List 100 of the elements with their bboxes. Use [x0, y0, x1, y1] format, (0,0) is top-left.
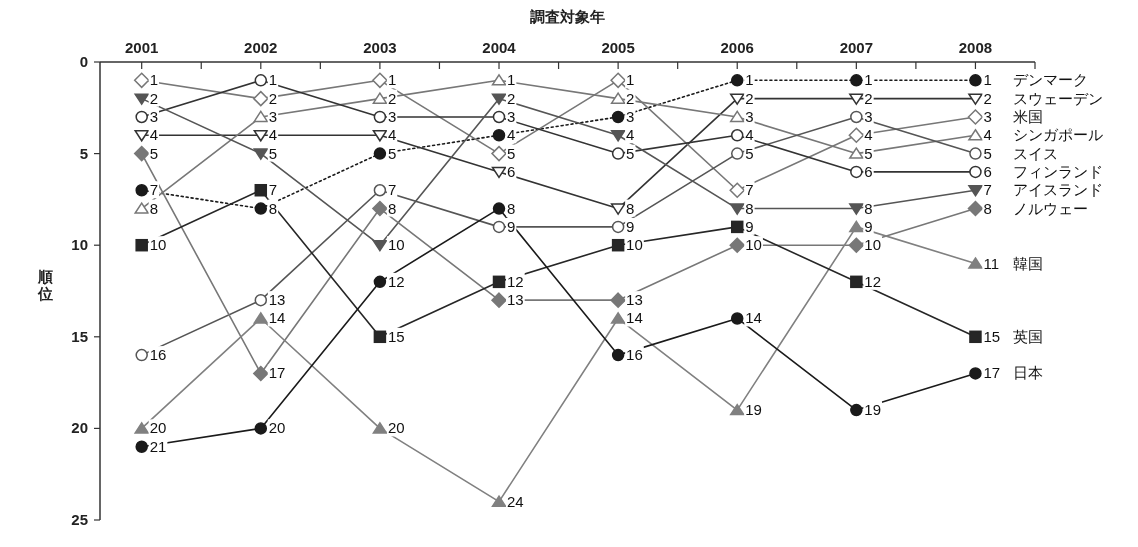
point	[253, 312, 269, 324]
data-label: 4	[507, 126, 516, 144]
point	[850, 74, 863, 87]
data-label: 4	[864, 126, 873, 144]
data-label: 5	[745, 144, 754, 162]
data-label: 6	[864, 162, 873, 180]
point	[492, 129, 506, 142]
data-label: 8	[149, 199, 159, 217]
point	[730, 74, 744, 87]
data-label: 2	[745, 89, 754, 107]
point	[491, 495, 507, 507]
data-label: 12	[387, 272, 405, 290]
y-tick-label: 0	[79, 53, 88, 70]
data-label: 19	[864, 401, 882, 419]
y-tick-label: 10	[71, 236, 88, 254]
point	[253, 110, 269, 123]
data-label: 6	[507, 162, 516, 180]
point	[492, 110, 506, 124]
data-label: 4	[149, 126, 159, 144]
point	[730, 147, 744, 160]
data-label: 13	[507, 291, 524, 309]
data-label: 9	[507, 217, 516, 235]
text: ノルウェー	[1013, 199, 1089, 217]
point	[610, 130, 626, 142]
data-label: 5	[149, 144, 159, 162]
point	[373, 275, 387, 289]
data-label: 8	[864, 199, 873, 217]
point	[610, 292, 626, 308]
point	[729, 182, 745, 198]
data-label: 5	[268, 144, 278, 162]
data-label: 10	[149, 236, 167, 254]
point	[848, 237, 865, 253]
x-tick-label: 2006	[720, 39, 754, 56]
data-label: 19	[745, 401, 762, 419]
data-label: 8	[745, 199, 754, 217]
point	[492, 202, 506, 215]
y-tick-label: 15	[71, 327, 88, 345]
data-label: 12	[864, 272, 882, 290]
point	[254, 422, 268, 435]
point	[135, 183, 148, 197]
point	[967, 200, 984, 217]
point	[253, 148, 269, 160]
point	[610, 203, 626, 215]
data-label: 20	[387, 419, 405, 437]
point	[730, 312, 744, 325]
data-label: 1	[745, 71, 754, 89]
point	[610, 72, 626, 89]
data-label: 2	[268, 89, 278, 107]
point	[372, 72, 388, 89]
data-label: 1	[387, 71, 397, 89]
point	[850, 275, 863, 289]
x-tick-label: 2003	[363, 39, 397, 56]
point	[372, 130, 388, 142]
point	[254, 202, 268, 215]
point	[729, 237, 745, 253]
data-label: 15	[983, 327, 1001, 345]
point	[849, 203, 864, 215]
point	[135, 348, 148, 362]
text: シンガポール	[1013, 126, 1104, 144]
data-label: 3	[387, 107, 397, 125]
point	[610, 92, 626, 104]
point	[491, 74, 507, 86]
data-label: 5	[507, 144, 516, 162]
data-label: 20	[149, 419, 167, 437]
data-label: 1	[268, 71, 278, 89]
text: フィンランド	[1013, 162, 1104, 180]
point	[491, 145, 507, 162]
text: スイス	[1013, 144, 1059, 162]
x-tick-label: 2002	[244, 39, 278, 56]
data-label: 5	[387, 144, 397, 162]
point	[134, 130, 149, 142]
point	[372, 422, 388, 434]
data-label: 5	[626, 144, 635, 162]
point	[253, 365, 269, 382]
y-axis-title: 順位	[36, 268, 53, 302]
point	[134, 202, 149, 214]
text: 韓国	[1013, 254, 1044, 272]
point	[968, 184, 983, 197]
point	[850, 110, 863, 124]
data-label: 16	[626, 346, 643, 364]
data-label: 4	[745, 126, 754, 144]
data-label: 10	[864, 236, 882, 254]
point	[254, 293, 268, 307]
point	[492, 275, 506, 289]
x-tick-label: 2001	[125, 39, 159, 56]
data-label: 9	[626, 217, 635, 235]
data-label: 15	[387, 327, 405, 345]
point	[133, 145, 150, 162]
point	[968, 257, 983, 269]
point	[610, 312, 626, 324]
x-tick-label: 2008	[958, 39, 993, 56]
data-label: 8	[507, 199, 516, 217]
data-label: 13	[268, 291, 286, 309]
point	[969, 330, 982, 344]
text: アイスランド	[1013, 181, 1104, 199]
point	[492, 220, 506, 234]
data-label: 10	[387, 236, 405, 254]
point	[729, 93, 745, 105]
point	[729, 203, 745, 215]
point	[133, 72, 150, 89]
